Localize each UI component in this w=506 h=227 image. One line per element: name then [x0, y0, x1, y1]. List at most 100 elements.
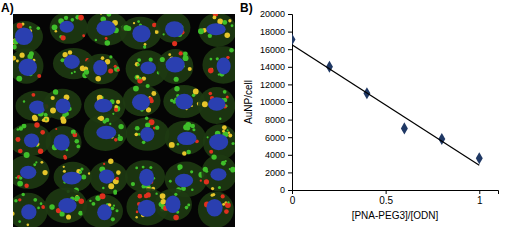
vesicle — [114, 138, 118, 142]
vesicle — [82, 34, 85, 37]
x-tick-label: 0.5 — [379, 195, 393, 206]
cell-body — [13, 123, 51, 156]
y-tick: 16000 — [260, 45, 292, 55]
vesicle — [14, 199, 18, 203]
cell-body — [50, 14, 88, 44]
vesicle — [24, 152, 30, 158]
vesicle — [155, 125, 159, 129]
y-tick-mark — [288, 190, 292, 191]
vesicle — [52, 24, 58, 30]
y-tick-label: 2000 — [265, 168, 285, 178]
vesicle — [100, 14, 102, 15]
vesicle — [19, 126, 23, 130]
vesicle — [55, 30, 58, 33]
vesicle — [79, 170, 82, 173]
cell-body — [13, 155, 49, 189]
cell-body — [155, 188, 192, 220]
vesicle — [51, 96, 55, 100]
vesicle — [193, 89, 199, 95]
vesicle — [63, 156, 67, 160]
y-tick-label: 18000 — [260, 27, 285, 37]
vesicle — [135, 132, 138, 135]
vesicle — [211, 187, 214, 190]
y-tick-label: 0 — [280, 185, 285, 195]
vesicle — [108, 68, 113, 73]
vesicle — [20, 53, 25, 58]
nucleus — [93, 60, 107, 75]
vesicle — [145, 117, 148, 120]
vesicle — [19, 176, 22, 179]
y-tick-mark — [288, 120, 292, 121]
vesicle — [146, 192, 151, 197]
x-tick-mark — [479, 190, 480, 194]
vesicle — [17, 128, 20, 131]
vesicle — [218, 186, 221, 189]
vesicle — [49, 204, 54, 209]
plot-area — [292, 33, 483, 165]
vesicle — [33, 163, 36, 166]
cell-body — [13, 48, 43, 84]
vesicle — [228, 19, 231, 22]
vesicle — [161, 199, 166, 204]
vesicle — [37, 207, 40, 210]
cell-body — [90, 161, 128, 194]
vesicle — [231, 142, 234, 145]
vesicle — [203, 167, 208, 172]
x-axis: 00.51 — [290, 190, 499, 206]
nucleus — [62, 172, 82, 185]
nucleus — [97, 204, 112, 220]
nucleus — [60, 21, 74, 33]
vesicle — [186, 150, 191, 155]
vesicle — [63, 166, 65, 168]
vesicle — [211, 154, 216, 159]
cell-body — [126, 188, 168, 225]
vesicle — [135, 133, 139, 137]
nucleus — [138, 200, 156, 217]
nucleus — [15, 27, 33, 45]
nucleus — [21, 204, 36, 219]
vesicle — [174, 77, 179, 82]
vesicle — [89, 200, 91, 202]
y-tick-mark — [288, 172, 292, 173]
nucleus — [206, 199, 222, 216]
nucleus — [217, 57, 231, 74]
vesicle — [118, 124, 123, 129]
vesicle — [74, 132, 76, 134]
y-tick: 14000 — [260, 62, 292, 72]
y-tick: 8000 — [265, 115, 292, 125]
vesicle — [209, 150, 213, 154]
vesicle — [16, 137, 21, 142]
y-tick: 0 — [280, 185, 292, 195]
nucleus — [96, 20, 115, 35]
vesicle — [147, 108, 151, 112]
cell-body — [120, 17, 161, 50]
cell-body — [198, 14, 235, 47]
nucleus — [99, 169, 114, 183]
vesicle — [200, 180, 202, 182]
vesicle — [75, 139, 80, 144]
vesicle — [40, 202, 43, 205]
data-point — [476, 152, 483, 164]
nucleus — [175, 94, 193, 110]
vesicle — [40, 161, 43, 164]
y-axis-title: AuNP/cell — [243, 80, 254, 124]
vesicle — [114, 108, 118, 112]
vesicle — [133, 22, 135, 24]
cell-body — [84, 54, 119, 84]
vesicle — [33, 198, 37, 202]
y-tick-label: 8000 — [265, 115, 285, 125]
vesicle — [185, 206, 189, 210]
vesicle — [172, 41, 177, 46]
vesicle — [135, 62, 139, 66]
vesicle — [211, 194, 214, 197]
vesicle — [205, 170, 208, 173]
vesicle — [144, 43, 147, 46]
vesicle — [222, 125, 227, 130]
vesicle — [225, 105, 227, 107]
vesicle — [160, 193, 166, 199]
vesicle — [16, 60, 19, 63]
vesicle — [61, 35, 66, 40]
vesicle — [64, 16, 68, 20]
nucleus — [19, 58, 37, 75]
nucleus — [140, 127, 154, 142]
